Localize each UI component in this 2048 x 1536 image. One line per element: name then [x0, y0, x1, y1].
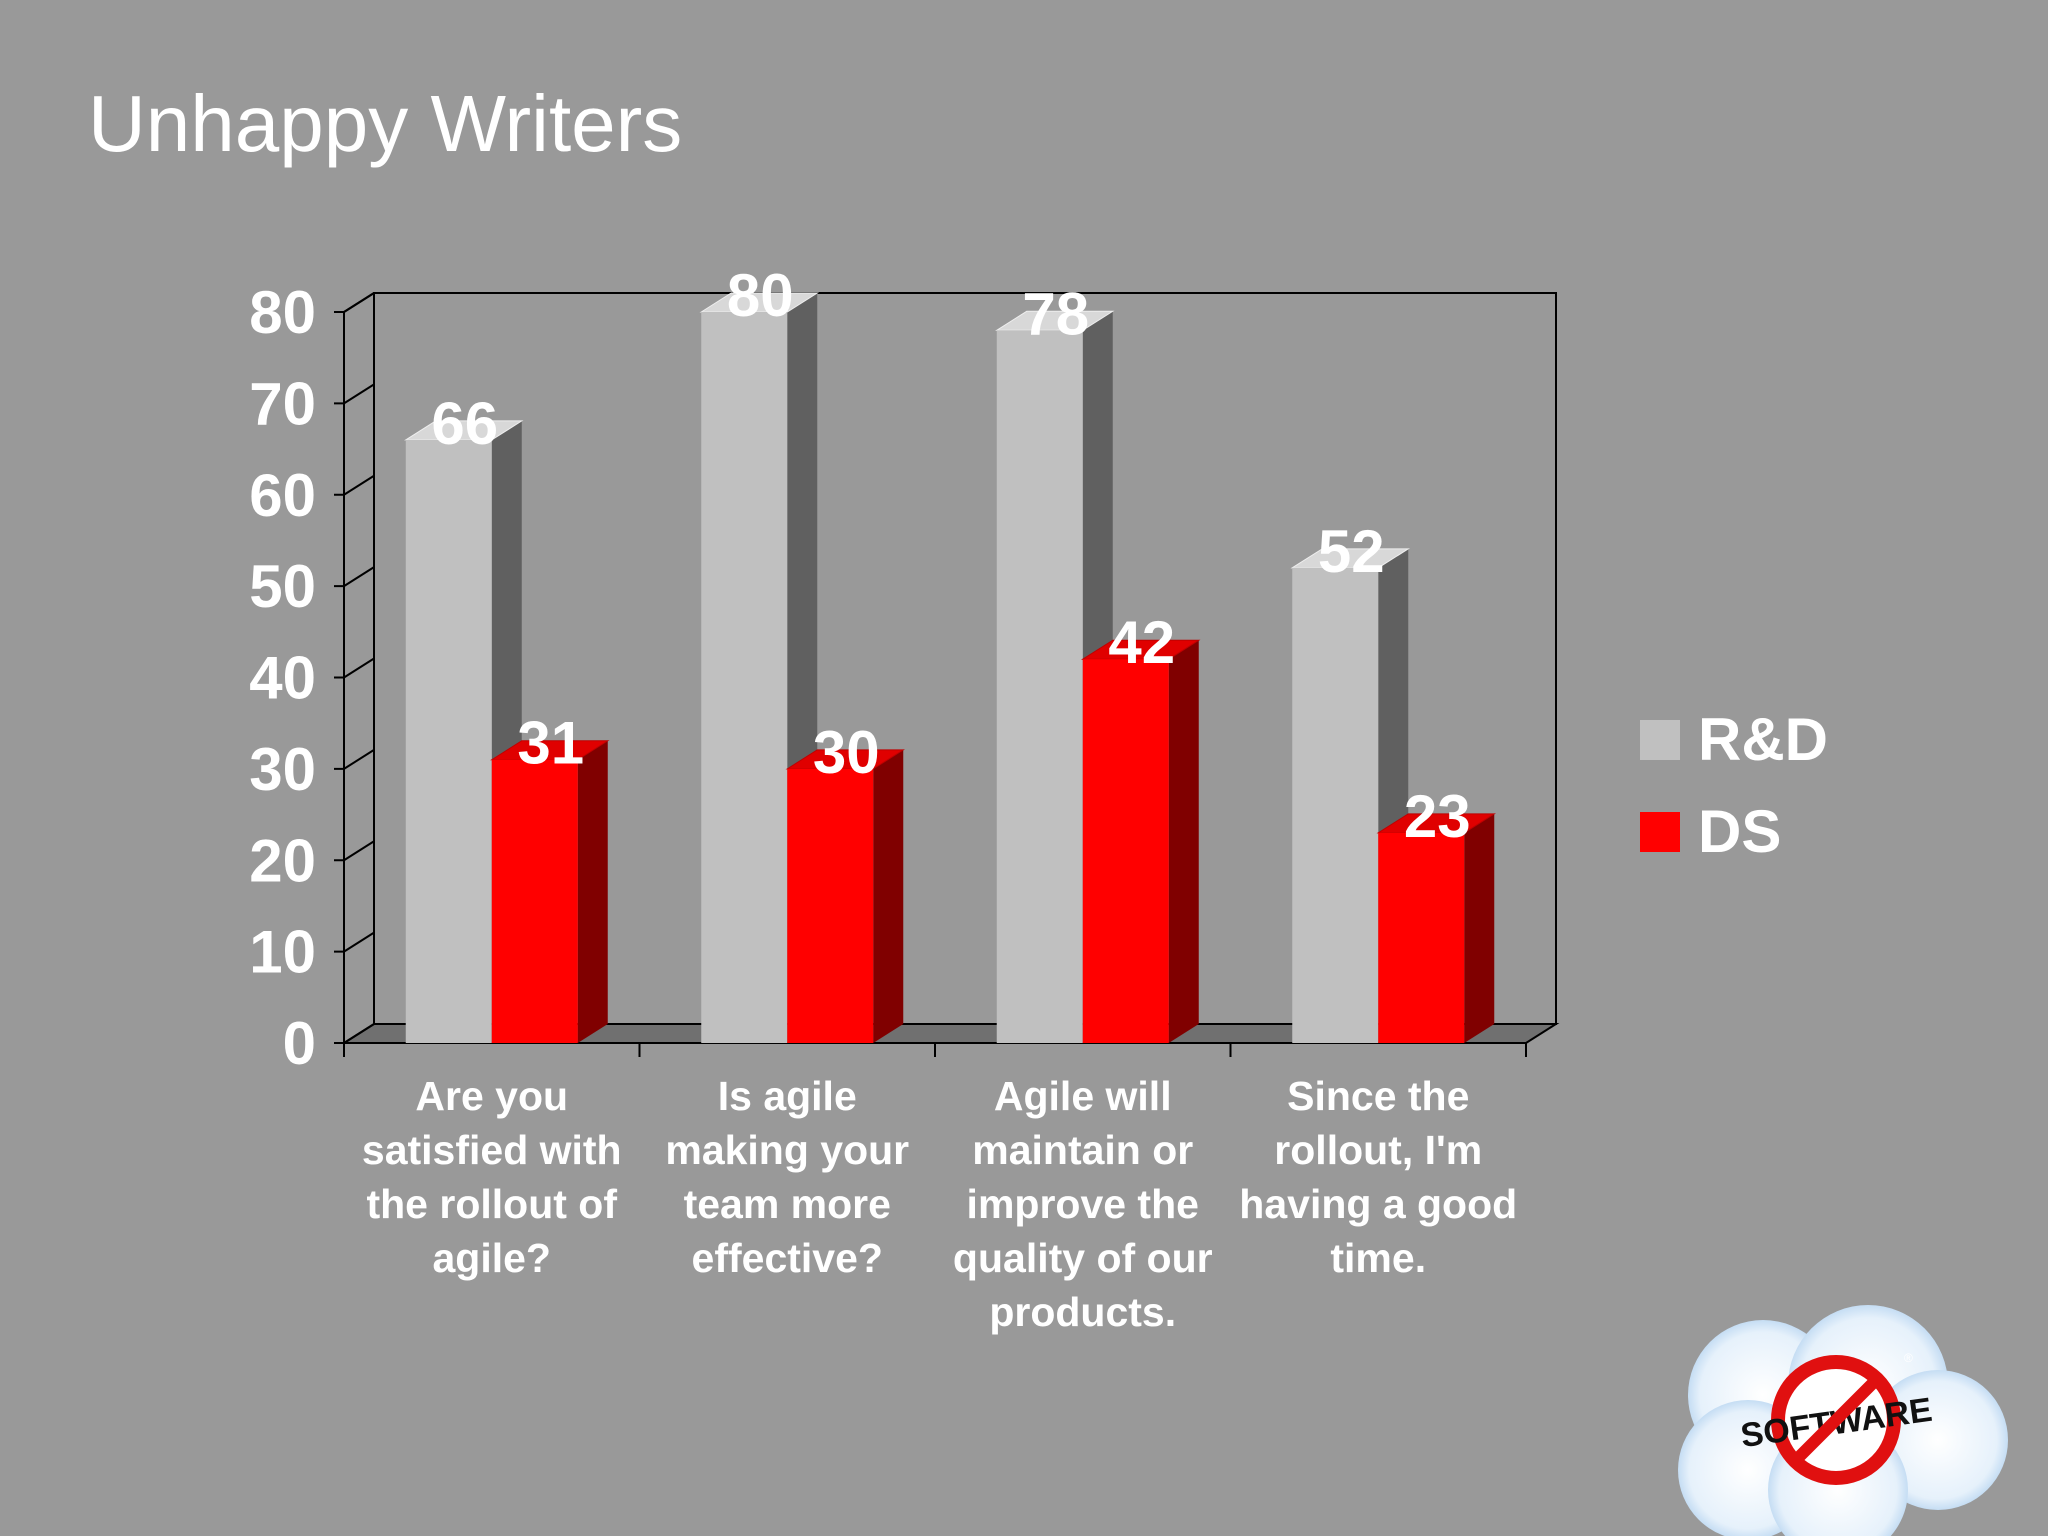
y-tick-depth [343, 657, 375, 679]
data-label: 23 [1404, 783, 1471, 850]
bar-side [1168, 640, 1199, 1043]
data-label: 66 [431, 390, 498, 457]
data-label: 31 [517, 710, 584, 777]
y-tick-label: 10 [249, 919, 316, 986]
y-tick-label: 0 [283, 1010, 316, 1077]
bar [405, 439, 492, 1043]
no-sign-slash [1791, 1375, 1881, 1465]
data-label: 80 [727, 262, 794, 329]
legend-swatch [1640, 720, 1680, 760]
y-tick-depth [343, 931, 375, 953]
y-tick-depth [343, 840, 375, 862]
data-label: 30 [813, 719, 880, 786]
y-tick-depth [343, 749, 375, 770]
category-label: Agile will maintain or improve the quality … [953, 1073, 1213, 1335]
y-tick-depth [343, 474, 375, 496]
y-tick-label: 60 [249, 462, 316, 529]
bar-side [873, 749, 904, 1043]
bar [1378, 832, 1465, 1043]
bar [491, 759, 578, 1043]
legend-label: R&D [1698, 706, 1828, 773]
category-label: Since the rollout, I'm having a good time. [1239, 1073, 1517, 1281]
y-tick-depth [343, 292, 375, 313]
bar [787, 768, 874, 1043]
y-tick-depth [343, 383, 375, 405]
data-label: 52 [1318, 518, 1385, 585]
y-tick-label: 70 [249, 370, 316, 437]
bar [701, 312, 788, 1043]
bar-side [577, 740, 608, 1043]
slide-title: Unhappy Writers [88, 79, 683, 168]
y-tick-label: 30 [249, 736, 316, 803]
chart-legend: R&D DS [1640, 706, 1828, 865]
y-tick-depth [343, 566, 375, 587]
data-label: 78 [1022, 280, 1089, 347]
y-tick-depth [343, 1023, 375, 1044]
y-tick-label: 20 [249, 827, 316, 894]
legend-label: DS [1698, 798, 1781, 865]
bar [1082, 659, 1169, 1043]
chart-labels: 0 10 20 30 40 50 60 70 80 66 80 78 52 31 30 42 23 Are you… [249, 262, 1517, 1335]
bar [1292, 567, 1379, 1043]
y-tick-label: 40 [249, 645, 316, 712]
legend-swatch [1640, 812, 1680, 852]
bar [996, 330, 1083, 1043]
category-label: Is agile making your team more effective? [665, 1073, 909, 1281]
no-software-logo-icon: SOFTWARE ® [1678, 1305, 2008, 1536]
svg-text:®: ® [1904, 1351, 1913, 1365]
bar-side [1464, 813, 1495, 1043]
y-tick-label: 50 [249, 553, 316, 620]
chart-bars [404, 292, 1496, 1043]
data-label: 42 [1108, 609, 1175, 676]
category-label: Are you satisfied with the rollout of agile… [362, 1073, 622, 1281]
y-tick-label: 80 [249, 279, 316, 346]
